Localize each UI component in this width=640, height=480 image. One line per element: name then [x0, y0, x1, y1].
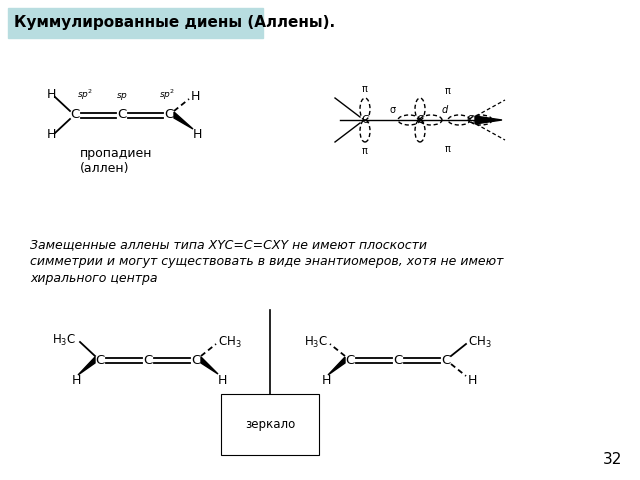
Text: H$_3$C: H$_3$C: [304, 335, 328, 349]
Text: C: C: [117, 108, 127, 121]
Text: C: C: [466, 115, 474, 125]
Text: C: C: [394, 353, 403, 367]
Text: $sp^2$: $sp^2$: [77, 88, 93, 102]
Text: d: d: [442, 105, 448, 115]
Polygon shape: [328, 357, 345, 375]
Text: C: C: [416, 115, 424, 125]
Text: C: C: [346, 353, 355, 367]
Text: симметрии и могут существовать в виде энантиомеров, хотя не имеют: симметрии и могут существовать в виде эн…: [30, 255, 504, 268]
Text: пропадиен
(аллен): пропадиен (аллен): [80, 147, 152, 175]
Polygon shape: [78, 357, 95, 375]
Text: H: H: [218, 373, 227, 386]
FancyBboxPatch shape: [8, 8, 263, 38]
Text: H: H: [321, 373, 331, 386]
Text: Замещенные аллены типа XYC=C=CXY не имеют плоскости: Замещенные аллены типа XYC=C=CXY не имею…: [30, 238, 427, 251]
Text: H: H: [191, 91, 200, 104]
Text: H: H: [468, 373, 477, 386]
Text: C: C: [442, 353, 451, 367]
Text: σ: σ: [389, 105, 396, 115]
Text: C: C: [164, 108, 173, 121]
Text: $sp^2$: $sp^2$: [159, 88, 175, 102]
Text: H: H: [193, 129, 202, 142]
Text: зеркало: зеркало: [245, 418, 295, 431]
Text: π: π: [362, 146, 368, 156]
Text: C: C: [70, 108, 79, 121]
Text: Куммулированные диены (Аллены).: Куммулированные диены (Аллены).: [14, 15, 335, 31]
Text: C: C: [143, 353, 152, 367]
Text: C: C: [191, 353, 200, 367]
Polygon shape: [475, 116, 502, 124]
Text: H: H: [46, 88, 56, 101]
Text: C: C: [95, 353, 104, 367]
Text: CH$_3$: CH$_3$: [468, 335, 492, 349]
Text: π: π: [445, 144, 451, 154]
Text: H$_3$C: H$_3$C: [52, 333, 76, 348]
Text: $sp$: $sp$: [116, 91, 128, 102]
Text: C: C: [361, 115, 369, 125]
Polygon shape: [201, 357, 218, 374]
Text: π: π: [362, 84, 368, 94]
Polygon shape: [174, 112, 193, 129]
Text: CH$_3$: CH$_3$: [218, 335, 242, 349]
Text: H: H: [46, 129, 56, 142]
Text: 32: 32: [602, 453, 621, 468]
Text: H: H: [71, 373, 81, 386]
Text: π: π: [445, 86, 451, 96]
Text: хирального центра: хирального центра: [30, 272, 157, 285]
